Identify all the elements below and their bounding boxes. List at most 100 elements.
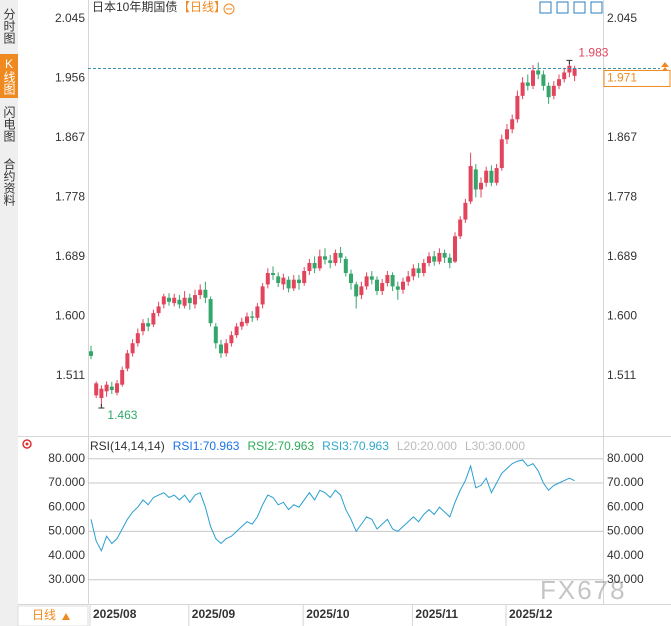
- candle-body: [505, 129, 509, 140]
- candle-body: [156, 306, 161, 314]
- y-tick-label: 1.600: [607, 309, 637, 323]
- y-tick-label: 70.000: [48, 475, 85, 489]
- x-tick-label: 2025/08: [93, 607, 137, 621]
- candle-body: [203, 289, 208, 298]
- candle-body: [354, 284, 359, 297]
- x-tick-label: 2025/11: [415, 607, 458, 621]
- candle-body: [551, 85, 556, 96]
- y-tick-label: 1.511: [56, 368, 85, 382]
- tab[interactable]: 闪电图: [2, 106, 16, 142]
- candle-body: [307, 262, 312, 272]
- candle-body: [473, 169, 478, 190]
- y-tick-label: 70.000: [607, 475, 644, 489]
- candle-body: [442, 252, 447, 258]
- candle-body: [234, 326, 239, 336]
- candle-body: [125, 353, 130, 369]
- candle-body: [562, 72, 567, 80]
- candle-body: [453, 236, 457, 262]
- candle-body: [146, 323, 151, 327]
- candle-body: [291, 279, 296, 289]
- y-tick-label: 1.778: [55, 190, 85, 204]
- candle-body: [369, 276, 374, 280]
- candle-body: [89, 351, 93, 356]
- last-price-box: [603, 69, 671, 87]
- legend-entry: L20:20.000: [397, 439, 457, 453]
- toolbar-icons[interactable]: [539, 1, 603, 14]
- candle-body: [541, 74, 546, 86]
- tab[interactable]: 分时图: [2, 8, 16, 44]
- y-tick-label: 1.689: [55, 249, 85, 263]
- y-tick-label: 1.511: [607, 368, 636, 382]
- legend-entry: L30:30.000: [465, 439, 525, 453]
- candle-body: [406, 276, 411, 282]
- candle-body: [109, 386, 114, 391]
- candle-body: [343, 258, 348, 274]
- tab[interactable]: 合约资料: [2, 158, 16, 206]
- candle-body: [141, 323, 145, 332]
- candle-body: [115, 383, 119, 393]
- candle-body: [380, 283, 385, 292]
- candle-body: [120, 369, 125, 385]
- settings-icon[interactable]: [22, 439, 32, 449]
- candle-body: [130, 343, 135, 354]
- candle-body: [219, 344, 223, 354]
- candle-body: [479, 182, 483, 190]
- low-annotation: 1.463: [107, 408, 137, 422]
- high-marker: [566, 59, 573, 65]
- candle-body: [510, 119, 515, 130]
- tab[interactable]: K线图: [0, 54, 18, 98]
- candle-body: [281, 277, 286, 285]
- candle-body: [265, 273, 270, 285]
- candle-body: [317, 256, 322, 269]
- x-tick-label: 2025/10: [306, 607, 350, 621]
- y-tick-label: 40.000: [607, 548, 644, 562]
- candle-body: [427, 256, 431, 263]
- chart-title: 日本10年期国债: [92, 0, 177, 14]
- candle-body: [333, 252, 338, 263]
- low-marker: [98, 404, 105, 409]
- candle-body: [198, 289, 203, 296]
- candle-body: [161, 296, 166, 305]
- y-tick-label: 1.689: [607, 249, 637, 263]
- candle-body: [494, 168, 499, 183]
- high-annotation: 1.983: [578, 46, 608, 60]
- candle-body: [458, 219, 463, 237]
- sidebar-bg: [0, 0, 18, 626]
- last-price-label: 1.971: [607, 71, 637, 85]
- candle-body: [297, 279, 301, 284]
- candle-body: [349, 273, 353, 284]
- candle-body: [312, 262, 317, 269]
- legend-entry: RSI3:70.963: [322, 439, 389, 453]
- period-button-bg[interactable]: [17, 605, 89, 626]
- candle-body: [151, 313, 156, 325]
- candle-body: [432, 256, 437, 262]
- candle-body: [536, 70, 541, 75]
- y-tick-label: 50.000: [607, 524, 644, 538]
- candle-body: [328, 260, 333, 263]
- candle-body: [229, 335, 234, 344]
- candle-body: [463, 202, 468, 220]
- candle-body: [385, 275, 390, 284]
- candle-body: [182, 297, 187, 306]
- period-button[interactable]: 日线: [32, 608, 56, 622]
- collapse-icon[interactable]: [223, 3, 235, 15]
- candle-body: [421, 262, 426, 274]
- candle-body: [104, 384, 109, 392]
- period-button-caret[interactable]: [62, 613, 70, 620]
- candle-body: [302, 271, 307, 284]
- candle-body: [401, 281, 405, 290]
- legend-entry: RSI1:70.963: [173, 439, 240, 453]
- candle-body: [255, 306, 260, 318]
- y-tick-label: 1.867: [607, 130, 637, 144]
- y-tick-label: 60.000: [607, 499, 644, 513]
- y-tick-label: 1.778: [607, 190, 637, 204]
- period-label[interactable]: 【日线】: [178, 0, 226, 14]
- y-tick-label: 60.000: [48, 499, 85, 513]
- candle-body: [375, 279, 379, 292]
- candle-body: [338, 252, 343, 258]
- y-tick-label: 80.000: [607, 451, 644, 465]
- x-tick-label: 2025/09: [192, 607, 236, 621]
- candle-body: [359, 286, 364, 296]
- candle-body: [546, 85, 551, 98]
